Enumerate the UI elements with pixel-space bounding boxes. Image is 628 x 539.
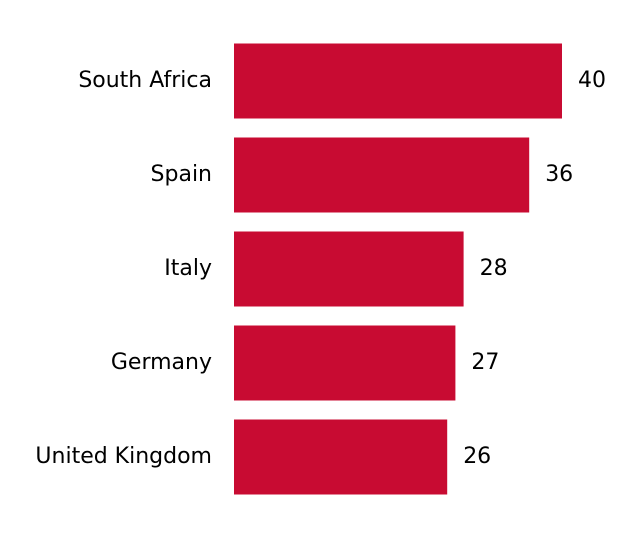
y-tick-label: Germany bbox=[111, 350, 212, 375]
value-label: 28 bbox=[480, 256, 508, 281]
y-tick-label: South Africa bbox=[78, 68, 212, 93]
bar bbox=[234, 325, 456, 401]
bar bbox=[234, 137, 530, 213]
value-label: 40 bbox=[578, 68, 606, 93]
y-tick-label: Spain bbox=[151, 162, 212, 187]
y-tick-label: United Kingdom bbox=[35, 444, 212, 469]
bar bbox=[234, 419, 448, 495]
y-tick-label: Italy bbox=[164, 256, 212, 281]
value-label: 27 bbox=[471, 350, 499, 375]
value-label: 36 bbox=[545, 162, 573, 187]
bar bbox=[234, 231, 464, 307]
bar bbox=[234, 43, 562, 119]
value-label: 26 bbox=[463, 444, 491, 469]
